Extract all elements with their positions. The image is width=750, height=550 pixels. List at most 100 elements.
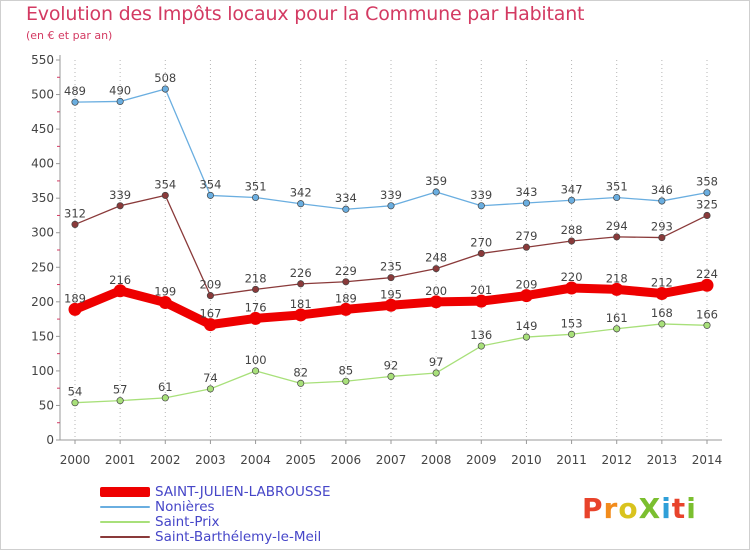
x-tick-label: 2010 (511, 453, 542, 467)
data-point (477, 202, 485, 210)
x-tick-label: 2009 (466, 453, 497, 467)
legend-label: SAINT-JULIEN-LABROUSSE (155, 483, 331, 500)
legend-item: Nonières (100, 499, 331, 515)
data-point (342, 205, 350, 213)
data-point (474, 294, 488, 308)
data-label: 161 (606, 311, 628, 325)
data-point (387, 372, 395, 380)
x-tick-label: 2003 (195, 453, 226, 467)
data-point (703, 189, 711, 197)
data-point (432, 265, 440, 273)
data-label: 181 (290, 297, 312, 311)
data-label: 218 (245, 271, 267, 285)
data-point (297, 280, 305, 288)
data-label: 136 (470, 328, 492, 342)
data-label: 200 (425, 284, 447, 298)
data-label: 343 (515, 185, 537, 199)
data-label: 354 (199, 177, 221, 191)
data-label: 248 (425, 251, 447, 265)
y-tick-label: 200 (31, 295, 54, 309)
data-point (568, 196, 576, 204)
x-tick-label: 2013 (647, 453, 678, 467)
y-tick-label: 450 (31, 122, 54, 136)
data-point (658, 234, 666, 242)
data-label: 325 (696, 197, 718, 211)
legend-label: Saint-Barthélemy-le-Meil (155, 528, 322, 545)
data-label: 100 (245, 353, 267, 367)
data-point (71, 220, 79, 228)
data-label: 294 (606, 219, 628, 233)
data-point (477, 249, 485, 258)
data-label: 82 (293, 365, 308, 379)
x-tick-label: 2007 (376, 453, 407, 467)
data-label: 508 (154, 71, 176, 85)
x-tick-label: 2005 (285, 453, 316, 467)
chart-subtitle: (en € et par an) (26, 29, 113, 42)
y-tick-label: 50 (39, 398, 54, 412)
data-label: 168 (651, 306, 673, 320)
data-label: 166 (696, 307, 718, 321)
data-label: 176 (245, 300, 267, 314)
data-label: 149 (515, 319, 537, 333)
data-label: 209 (199, 278, 221, 292)
x-tick-label: 2001 (105, 453, 136, 467)
data-label: 218 (606, 271, 628, 285)
data-label: 226 (290, 266, 312, 280)
data-point (703, 321, 711, 329)
data-label: 342 (290, 186, 312, 200)
data-label: 220 (561, 270, 583, 284)
y-tick-label: 550 (31, 53, 54, 67)
data-label: 339 (109, 188, 131, 202)
data-point (342, 278, 350, 286)
data-point (297, 379, 305, 387)
y-tick-label: 150 (31, 329, 54, 343)
data-label: 216 (109, 273, 131, 287)
data-label: 224 (696, 267, 718, 281)
data-point (522, 333, 530, 341)
data-label: 153 (561, 316, 583, 330)
x-tick-label: 2011 (556, 453, 587, 467)
data-label: 339 (380, 188, 402, 202)
proxiti-logo: ProXiti (582, 492, 697, 525)
data-label: 199 (154, 285, 176, 299)
legend-item: SAINT-JULIEN-LABROUSSE (100, 483, 331, 500)
legend-item: Saint-Barthélemy-le-Meil (100, 528, 331, 545)
y-tick-label: 250 (31, 260, 54, 274)
data-point (522, 243, 530, 251)
data-point (116, 97, 124, 106)
data-point (206, 292, 214, 300)
y-tick-label: 400 (31, 157, 54, 171)
x-tick-label: 2014 (692, 453, 723, 467)
data-label: 189 (64, 291, 86, 305)
data-label: 85 (339, 363, 354, 377)
x-tick-label: 2002 (150, 453, 181, 467)
data-label: 293 (651, 220, 673, 234)
data-label: 490 (109, 83, 131, 97)
data-label: 57 (113, 383, 128, 397)
x-tick-label: 2012 (601, 453, 632, 467)
data-label: 288 (561, 223, 583, 237)
data-point (71, 98, 79, 106)
data-label: 235 (380, 260, 402, 274)
data-label: 54 (68, 385, 83, 399)
chart-legend: SAINT-JULIEN-LABROUSSE Nonières Saint-Prix… (100, 483, 331, 545)
x-tick-label: 2008 (421, 453, 452, 467)
data-point (68, 302, 82, 316)
x-tick-label: 2004 (240, 453, 271, 467)
data-point (658, 197, 666, 205)
data-point (294, 308, 308, 322)
data-point (252, 193, 260, 202)
data-point (700, 278, 714, 292)
y-tick-label: 350 (31, 191, 54, 205)
data-point (429, 295, 443, 309)
data-label: 351 (606, 179, 628, 193)
data-label: 489 (64, 84, 86, 98)
data-point (613, 325, 621, 333)
data-point (252, 285, 260, 293)
data-point (522, 199, 530, 207)
data-point (613, 193, 621, 202)
data-point (655, 287, 669, 301)
data-label: 201 (470, 283, 492, 297)
